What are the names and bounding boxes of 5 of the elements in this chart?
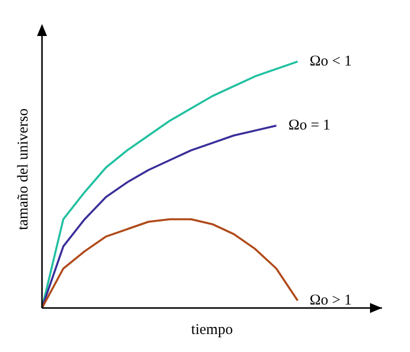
series-label: Ωo > 1 [310,292,352,309]
series-label: Ωo < 1 [310,54,352,70]
y-axis-title: tamaño del universo [15,108,32,230]
series-label: Ωo = 1 [288,118,330,134]
x-axis-title: tiempo [191,322,233,338]
